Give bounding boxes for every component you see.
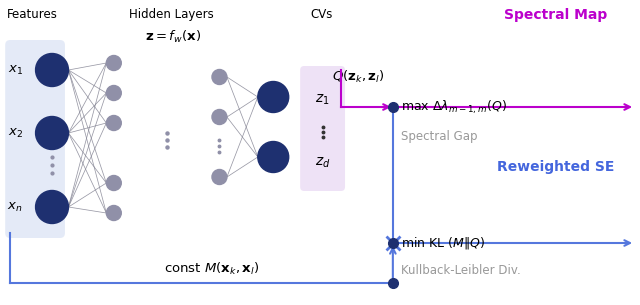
- Text: $z_d$: $z_d$: [315, 156, 330, 170]
- Text: Spectral Map: Spectral Map: [504, 8, 607, 22]
- FancyBboxPatch shape: [300, 66, 345, 191]
- Text: Reweighted SE: Reweighted SE: [497, 160, 614, 174]
- Text: $x_n$: $x_n$: [8, 200, 23, 214]
- FancyBboxPatch shape: [5, 40, 65, 238]
- Text: $z_1$: $z_1$: [316, 93, 330, 107]
- Text: $x_1$: $x_1$: [8, 63, 23, 77]
- Circle shape: [106, 116, 121, 131]
- Circle shape: [36, 53, 68, 87]
- Text: $\mathbf{z} = f_w(\mathbf{x})$: $\mathbf{z} = f_w(\mathbf{x})$: [145, 29, 202, 45]
- Circle shape: [36, 117, 68, 149]
- Text: Spectral Gap: Spectral Gap: [401, 131, 477, 143]
- Circle shape: [106, 175, 121, 191]
- Text: const $M(\mathbf{x}_k, \mathbf{x}_l)$: const $M(\mathbf{x}_k, \mathbf{x}_l)$: [164, 261, 259, 277]
- Circle shape: [212, 109, 227, 124]
- Text: Hidden Layers: Hidden Layers: [129, 9, 214, 21]
- Text: max $\Delta\lambda_{m-1,m}(Q)$: max $\Delta\lambda_{m-1,m}(Q)$: [401, 98, 507, 116]
- Circle shape: [212, 170, 227, 185]
- Text: $x_2$: $x_2$: [8, 127, 22, 140]
- Circle shape: [36, 191, 68, 224]
- Text: $Q(\mathbf{z}_k, \mathbf{z}_l)$: $Q(\mathbf{z}_k, \mathbf{z}_l)$: [332, 69, 385, 85]
- Text: Features: Features: [6, 9, 58, 21]
- Circle shape: [258, 81, 289, 113]
- Circle shape: [106, 85, 121, 101]
- Circle shape: [106, 56, 121, 70]
- Text: min KL $(M\|Q)$: min KL $(M\|Q)$: [401, 235, 485, 251]
- Circle shape: [258, 142, 289, 173]
- Text: Kullback-Leibler Div.: Kullback-Leibler Div.: [401, 264, 520, 277]
- Circle shape: [106, 206, 121, 221]
- Text: CVs: CVs: [310, 9, 332, 21]
- Circle shape: [212, 70, 227, 84]
